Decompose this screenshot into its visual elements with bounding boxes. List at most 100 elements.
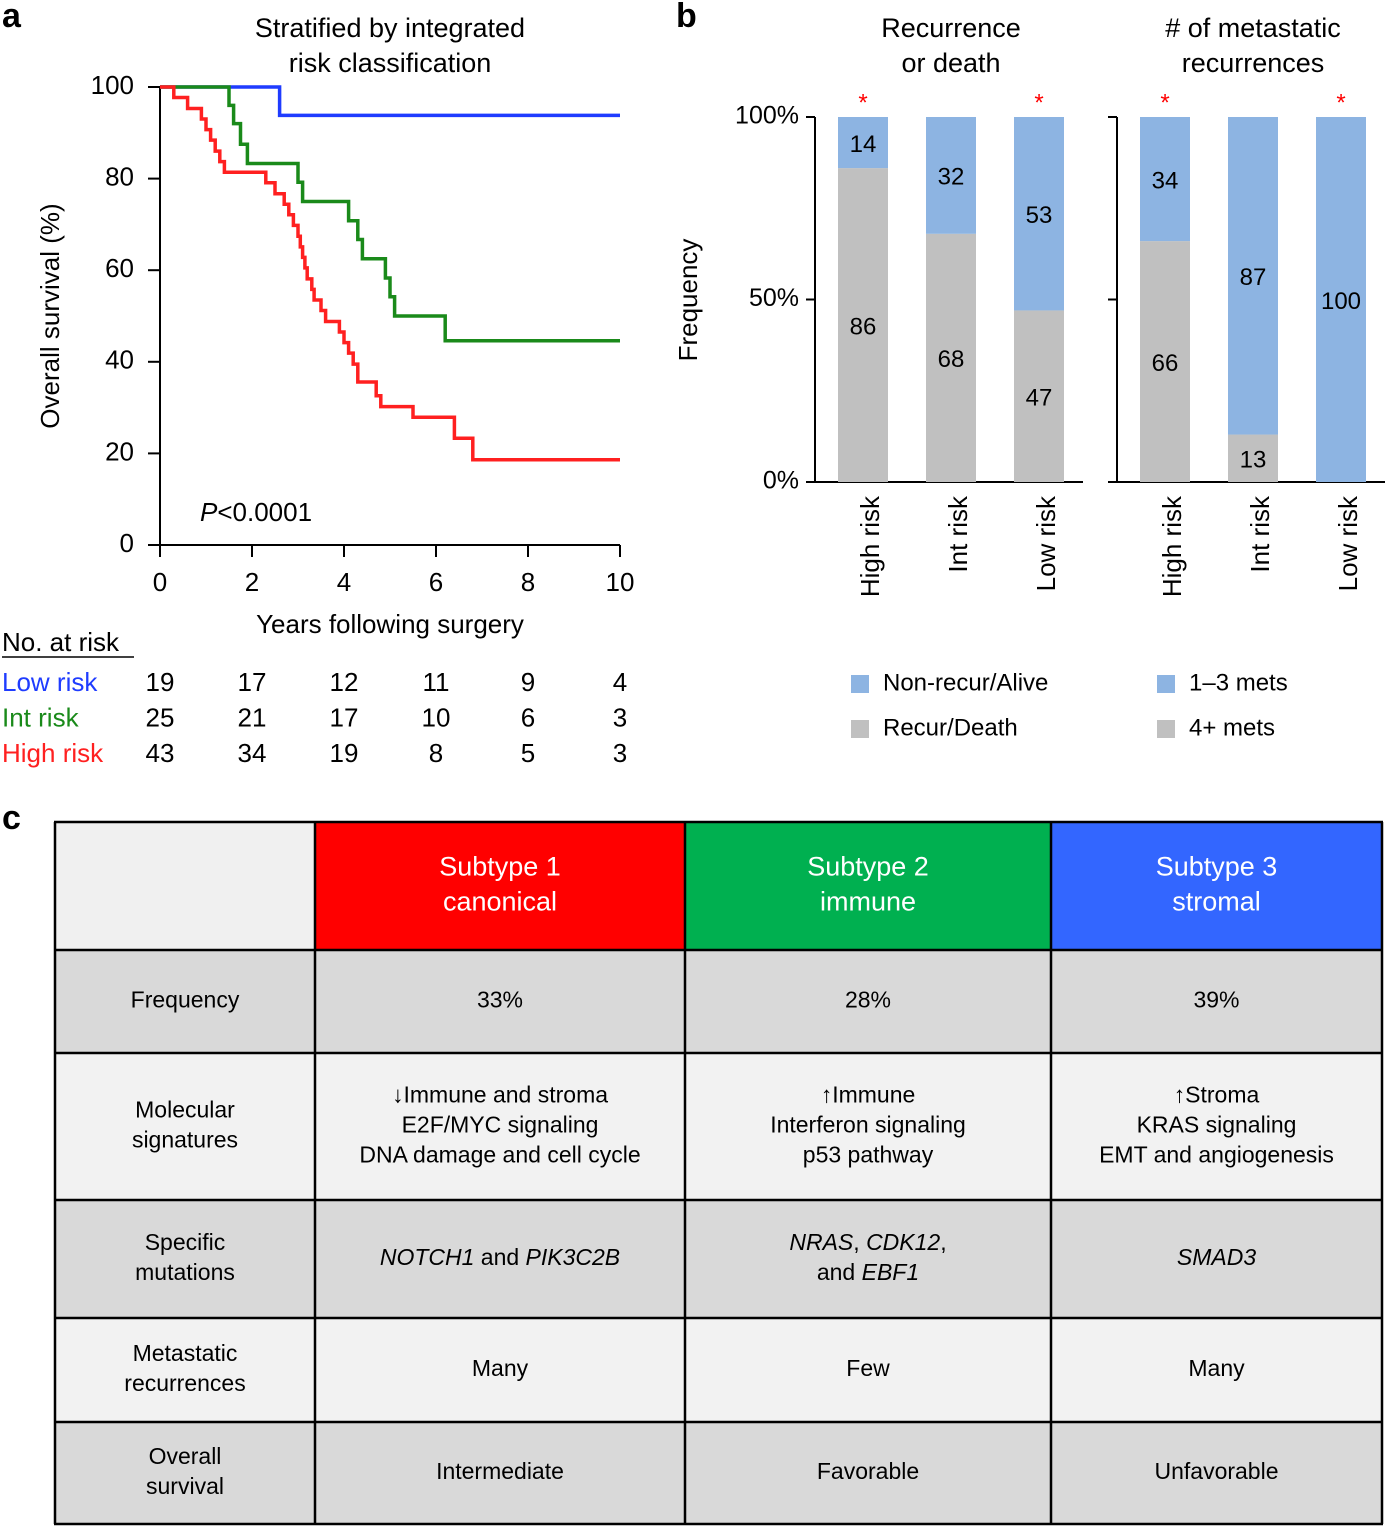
cell-text: Many — [1188, 1355, 1245, 1381]
x-axis-label: Years following surgery — [256, 609, 524, 639]
header-corner-cell — [55, 822, 315, 950]
cell-text: DNA damage and cell cycle — [359, 1142, 640, 1168]
bar-segment — [1316, 117, 1366, 482]
y-tick-label: 100 — [91, 70, 134, 100]
row-label: survival — [146, 1473, 224, 1499]
cell-text: EMT and angiogenesis — [1099, 1142, 1334, 1168]
bar-value-label: 13 — [1240, 447, 1267, 474]
text-run: 33% — [477, 987, 523, 1013]
bar-value-label: 47 — [1026, 385, 1053, 412]
table-row — [55, 1318, 1382, 1422]
cell-text: 39% — [1193, 987, 1239, 1013]
cell-text: SMAD3 — [1177, 1244, 1256, 1270]
text-run: KRAS signaling — [1137, 1112, 1297, 1138]
panel-label: b — [676, 0, 697, 35]
text-run: DNA damage and cell cycle — [359, 1142, 640, 1168]
header-cell — [685, 822, 1051, 950]
chart-title: recurrences — [1182, 48, 1325, 78]
header-text: Subtype 1 — [439, 852, 561, 882]
x-tick-label: 8 — [521, 567, 535, 597]
risk-count: 17 — [238, 667, 267, 697]
x-tick-label: High risk — [855, 495, 885, 597]
bar-segment — [1140, 117, 1190, 242]
significance-star: * — [1034, 89, 1043, 116]
y-tick-label: 50% — [749, 284, 799, 312]
header-cell — [315, 822, 685, 950]
text-run: NRAS — [789, 1229, 854, 1255]
cell-text: NRAS, CDK12, — [789, 1229, 946, 1255]
text-run: , — [853, 1229, 866, 1255]
bar-segment — [1228, 117, 1278, 435]
chart-title: Recurrence — [881, 13, 1021, 43]
y-tick-label: 60 — [105, 253, 134, 283]
table-row — [55, 950, 1382, 1053]
y-tick-label: 100% — [735, 102, 799, 130]
text-run: Intermediate — [436, 1458, 564, 1484]
y-tick-label: 80 — [105, 161, 134, 191]
risk-count: 4 — [613, 667, 627, 697]
risk-count: 6 — [521, 702, 535, 732]
text-run: CDK12 — [866, 1229, 940, 1255]
risk-count: 19 — [330, 738, 359, 768]
table-row — [55, 1053, 1382, 1200]
risk-count: 11 — [423, 667, 450, 697]
risk-count: 19 — [146, 667, 175, 697]
risk-table-title: No. at risk — [2, 627, 120, 657]
cell-text: and EBF1 — [817, 1259, 919, 1285]
bar-value-label: 66 — [1152, 350, 1179, 377]
cell-text: Unfavorable — [1154, 1458, 1278, 1484]
bar-segment — [926, 117, 976, 234]
bar-segment — [1014, 117, 1064, 311]
risk-count: 3 — [613, 702, 627, 732]
row-label: mutations — [135, 1259, 235, 1285]
header-text: canonical — [443, 887, 557, 917]
row-label: Specific — [145, 1229, 226, 1255]
text-run: Interferon signaling — [770, 1112, 966, 1138]
chart-title: or death — [901, 48, 1000, 78]
text-run: PIK3C2B — [526, 1244, 621, 1270]
y-tick-label: 0% — [763, 467, 799, 495]
x-tick-label: High risk — [1157, 495, 1187, 597]
bar-value-label: 68 — [938, 346, 965, 373]
x-tick-label: Int risk — [943, 495, 973, 573]
cell-text: Favorable — [817, 1458, 919, 1484]
bar-value-label: 14 — [850, 131, 877, 158]
bar-value-label: 53 — [1026, 202, 1053, 229]
p-value: P<0.0001 — [200, 497, 312, 527]
text-run: and — [817, 1259, 862, 1285]
x-tick-label: 10 — [606, 567, 635, 597]
text-run: 28% — [845, 987, 891, 1013]
chart-title: risk classification — [289, 48, 492, 78]
panel-label: c — [2, 799, 21, 837]
table-row — [55, 1422, 1382, 1524]
legend-swatch — [1157, 675, 1175, 693]
text-run: Few — [846, 1355, 890, 1381]
legend-label: Recur/Death — [883, 714, 1018, 741]
text-run: 39% — [1193, 987, 1239, 1013]
row-label: Metastatic — [133, 1340, 238, 1366]
risk-count: 25 — [146, 702, 175, 732]
risk-row-label: High risk — [2, 738, 104, 768]
cell-text: Interferon signaling — [770, 1112, 966, 1138]
header-text: stromal — [1172, 887, 1261, 917]
row-label: recurrences — [124, 1370, 245, 1396]
chart-title: # of metastatic — [1165, 13, 1341, 43]
x-tick-label: 0 — [153, 567, 167, 597]
table-row — [55, 1200, 1382, 1318]
cell-text: 33% — [477, 987, 523, 1013]
survival-curve — [160, 85, 620, 343]
bar-value-label: 87 — [1240, 264, 1267, 291]
row-label: Molecular — [135, 1097, 235, 1123]
bar-value-label: 32 — [938, 164, 965, 191]
text-run: NOTCH1 — [380, 1244, 475, 1270]
y-axis-label: Overall survival (%) — [35, 203, 65, 428]
chart-title: Stratified by integrated — [255, 13, 525, 43]
text-run: ↑Immune — [821, 1082, 916, 1108]
risk-row-label: Low risk — [2, 667, 98, 697]
x-tick-label: Int risk — [1245, 495, 1275, 573]
bar-segment — [1228, 434, 1278, 482]
risk-count: 43 — [146, 738, 175, 768]
panel-label: a — [2, 0, 22, 35]
cell-text: 28% — [845, 987, 891, 1013]
